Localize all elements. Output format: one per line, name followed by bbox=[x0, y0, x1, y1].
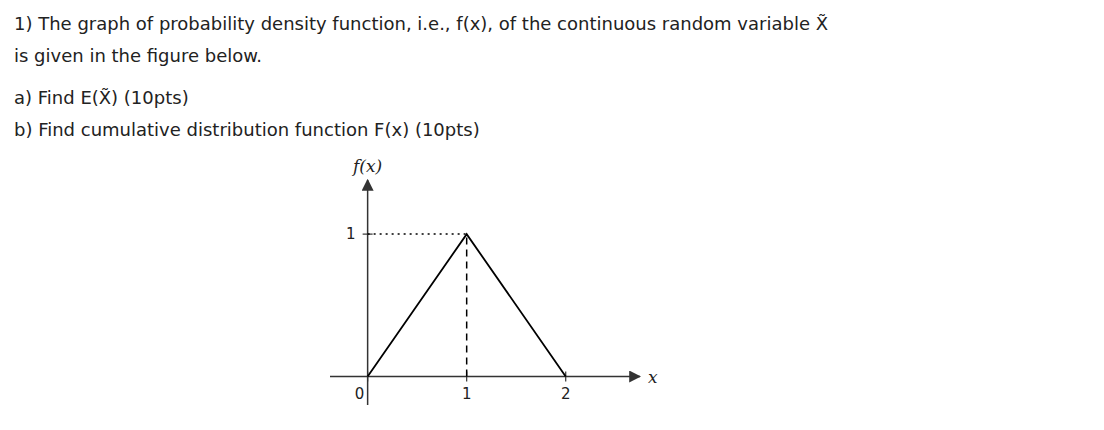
y-tick-label: 1 bbox=[346, 225, 356, 243]
annotation: b) Find cumulative distribution function… bbox=[14, 119, 480, 140]
plot-area bbox=[368, 234, 566, 376]
series-line bbox=[368, 234, 566, 376]
chart: 1) The graph of probability density func… bbox=[0, 0, 1104, 430]
annotation: a) Find E(X̃) (10pts) bbox=[14, 87, 189, 108]
series-line bbox=[466, 234, 468, 376]
x-tick-label: 0 bbox=[355, 385, 365, 403]
series-line bbox=[368, 233, 467, 235]
y-axis bbox=[367, 180, 369, 405]
x-axis bbox=[330, 376, 640, 378]
x-tick-label: 1 bbox=[462, 385, 472, 403]
y-axis-label: f(x) bbox=[351, 156, 382, 176]
x-tick-label: 2 bbox=[561, 385, 571, 403]
annotation: 1) The graph of probability density func… bbox=[14, 13, 828, 34]
annotation: is given in the figure below. bbox=[14, 45, 262, 66]
x-axis-label: x bbox=[648, 367, 658, 387]
